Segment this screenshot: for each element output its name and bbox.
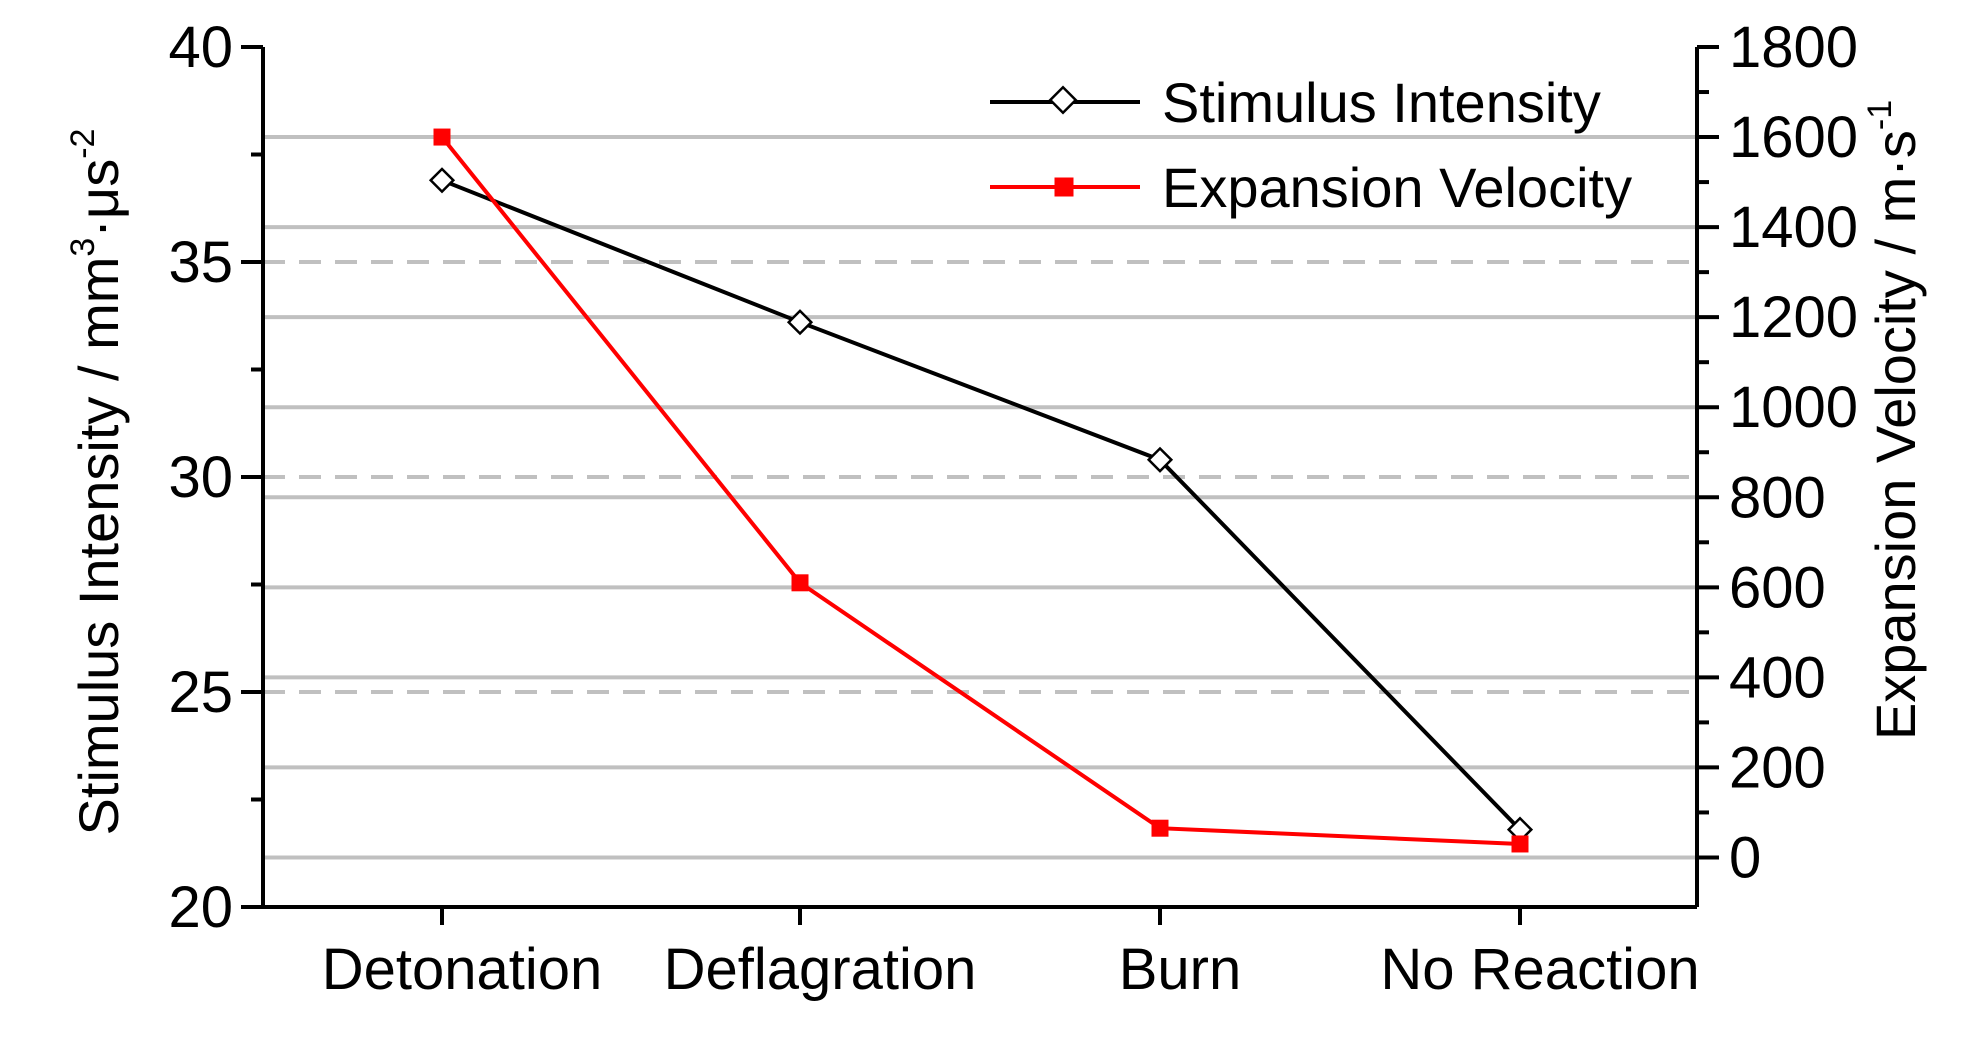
y-right-tick-label: 1400 [1729,195,1858,260]
x-tick-label: Deflagration [664,937,977,1002]
data-point-velocity-1 [791,574,809,592]
data-point-stimulus-3 [1506,816,1534,843]
legend-item-expansion-velocity: Expansion Velocity [990,156,1632,219]
y-right-tick-label: 400 [1729,645,1826,710]
gridlines [263,135,1697,860]
y-left-axis-title: Stimulus Intensity / mm3·μs-2 [64,129,130,836]
legend-item-stimulus-intensity: Stimulus Intensity [990,71,1601,134]
series-lines [440,135,1522,846]
legend-marker-diamond [1048,85,1078,115]
y-right-tick-label: 1200 [1729,285,1858,350]
x-tick-label: Burn [1119,937,1242,1002]
data-point-stimulus-1 [786,309,814,336]
y-left-tick-label: 40 [168,15,233,80]
axes: 2025303540020040060080010001200140016001… [168,15,1858,1002]
data-point-velocity-0 [433,128,451,146]
y-left-tick-label: 35 [168,230,233,295]
y-right-tick-label: 600 [1729,555,1826,620]
data-point-velocity-3 [1511,835,1529,853]
y-left-tick-label: 20 [168,875,233,940]
y-right-tick-label: 800 [1729,465,1826,530]
series-line-stimulus-intensity [441,178,1522,831]
legend-label-velocity: Expansion Velocity [1162,156,1632,219]
y-right-tick-label: 0 [1729,825,1761,890]
series-line-expansion-velocity [440,135,1521,846]
legend: Stimulus Intensity Expansion Velocity [990,71,1632,219]
y-right-tick-label: 1000 [1729,375,1858,440]
y-right-axis-title: Expansion Velocity / m·s-1 [1861,100,1927,740]
x-tick-label: Detonation [322,937,603,1002]
data-point-velocity-2 [1151,819,1169,837]
legend-marker-square [1054,177,1074,197]
x-tick-label: No Reaction [1380,937,1699,1002]
y-right-tick-label: 1600 [1729,105,1858,170]
y-right-tick-label: 1800 [1729,15,1858,80]
series-markers [428,128,1534,853]
y-right-tick-label: 200 [1729,735,1826,800]
y-left-tick-label: 30 [168,445,233,510]
data-point-stimulus-0 [428,167,456,194]
legend-label-stimulus: Stimulus Intensity [1162,71,1601,134]
data-point-stimulus-2 [1146,446,1174,473]
y-left-tick-label: 25 [168,660,233,725]
